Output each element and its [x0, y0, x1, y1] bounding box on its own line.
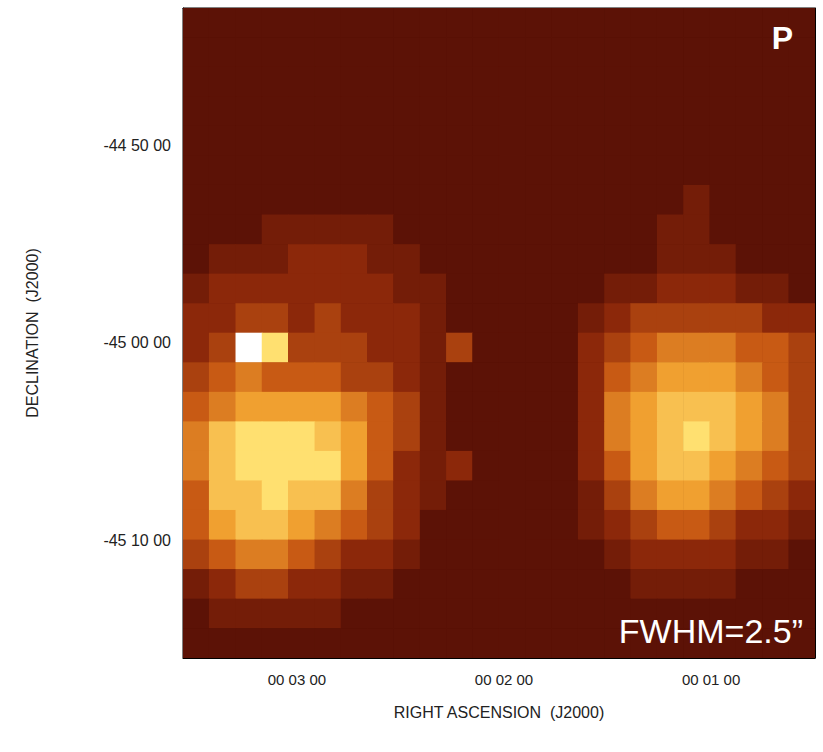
svg-text:RIGHT ASCENSION (J2000): RIGHT ASCENSION (J2000) — [394, 704, 604, 721]
svg-text:00 01 00: 00 01 00 — [682, 671, 740, 688]
svg-text:FWHM=2.5”: FWHM=2.5” — [619, 612, 803, 650]
svg-text:00 03 00: 00 03 00 — [268, 671, 326, 688]
svg-text:-45 00 00: -45 00 00 — [103, 334, 171, 351]
svg-text:P: P — [772, 20, 793, 56]
svg-text:DECLINATION (J2000): DECLINATION (J2000) — [24, 248, 41, 418]
svg-text:00 02 00: 00 02 00 — [475, 671, 533, 688]
svg-text:-45 10 00: -45 10 00 — [103, 532, 171, 549]
svg-text:-44 50 00: -44 50 00 — [103, 137, 171, 154]
